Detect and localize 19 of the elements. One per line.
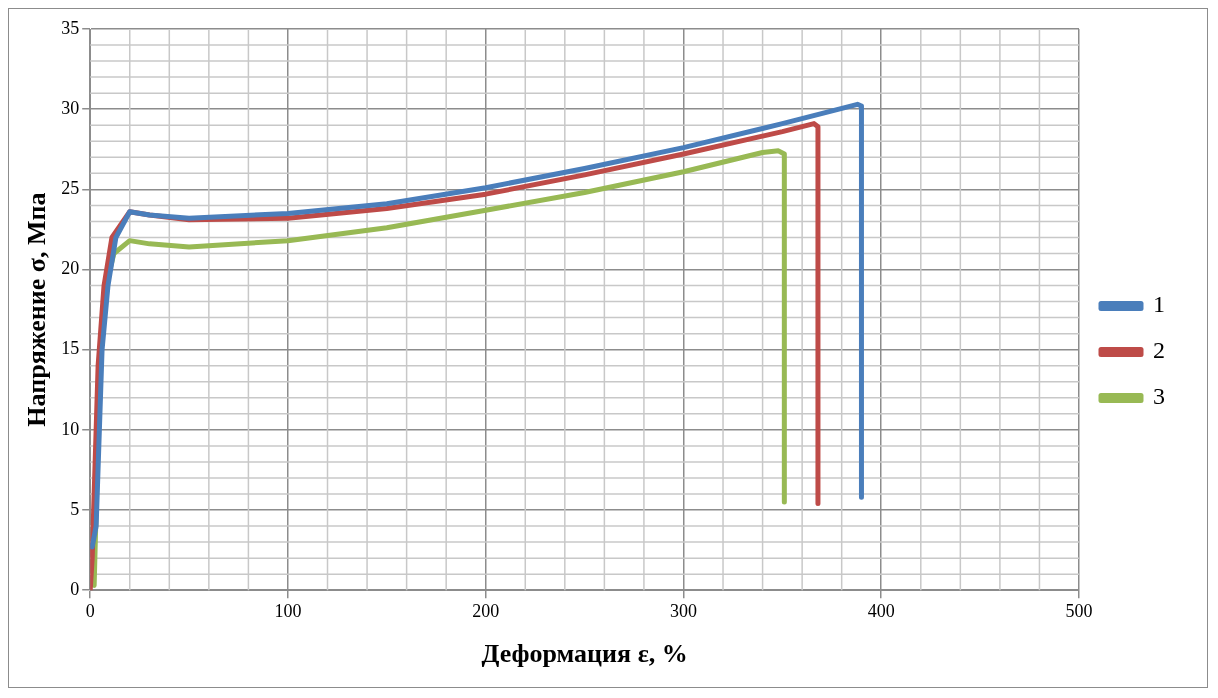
legend-label: 1: [1153, 291, 1165, 318]
y-tick-label: 0: [70, 578, 80, 599]
y-tick-label: 20: [61, 258, 80, 279]
y-tick-label: 35: [61, 17, 80, 38]
y-tick-label: 15: [61, 338, 80, 359]
x-tick-label: 0: [85, 600, 95, 621]
x-tick-label: 300: [669, 600, 697, 621]
y-tick-label: 5: [70, 498, 80, 519]
x-tick-label: 200: [472, 600, 500, 621]
x-tick-label: 400: [867, 600, 895, 621]
legend-label: 2: [1153, 337, 1165, 364]
x-axis-title: Деформация ε, %: [481, 639, 688, 669]
y-tick-label: 25: [61, 178, 80, 199]
y-tick-label: 30: [61, 97, 80, 118]
y-tick-label: 10: [61, 418, 80, 439]
x-tick-label: 500: [1065, 600, 1093, 621]
legend-label: 3: [1153, 383, 1165, 410]
x-tick-label: 100: [274, 600, 302, 621]
y-axis-title: Напряжение σ, Мпа: [22, 192, 52, 427]
